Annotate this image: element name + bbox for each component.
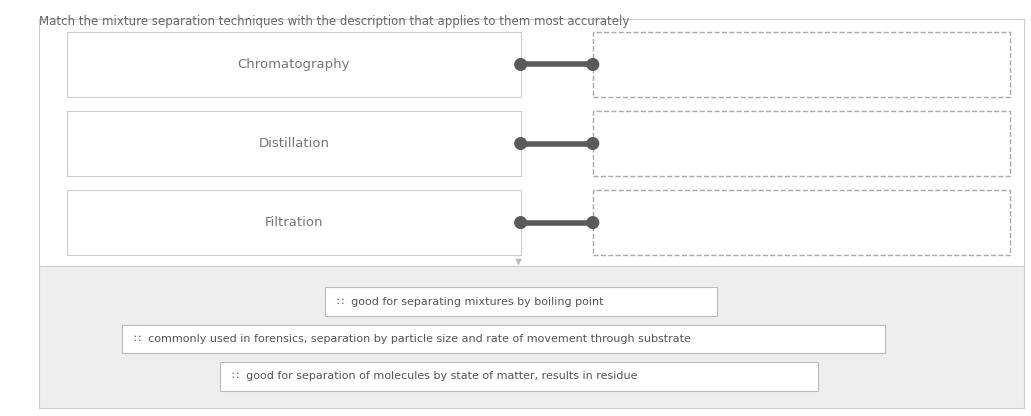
Ellipse shape [514, 59, 527, 70]
FancyBboxPatch shape [67, 32, 521, 97]
FancyBboxPatch shape [67, 190, 521, 255]
Text: Filtration: Filtration [265, 216, 323, 229]
FancyBboxPatch shape [67, 111, 521, 176]
FancyBboxPatch shape [325, 287, 717, 316]
Text: ∷  good for separation of molecules by state of matter, results in residue: ∷ good for separation of molecules by st… [232, 371, 637, 381]
FancyBboxPatch shape [39, 266, 1024, 408]
FancyBboxPatch shape [593, 111, 1010, 176]
FancyBboxPatch shape [220, 362, 818, 391]
Text: ∷  good for separating mixtures by boiling point: ∷ good for separating mixtures by boilin… [337, 297, 603, 307]
Ellipse shape [514, 217, 527, 228]
Ellipse shape [587, 217, 599, 228]
Text: Chromatography: Chromatography [237, 58, 351, 71]
Text: Distillation: Distillation [259, 137, 329, 150]
FancyBboxPatch shape [593, 32, 1010, 97]
Ellipse shape [587, 138, 599, 149]
Text: ∷  commonly used in forensics, separation by particle size and rate of movement : ∷ commonly used in forensics, separation… [134, 334, 691, 344]
FancyBboxPatch shape [122, 325, 885, 353]
Ellipse shape [514, 138, 527, 149]
Text: Match the mixture separation techniques with the description that applies to the: Match the mixture separation techniques … [39, 15, 630, 27]
FancyBboxPatch shape [39, 19, 1024, 266]
Ellipse shape [587, 59, 599, 70]
FancyBboxPatch shape [593, 190, 1010, 255]
